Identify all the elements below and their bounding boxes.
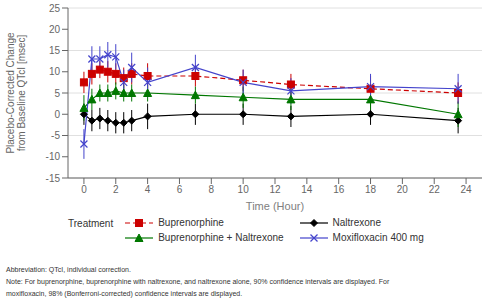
svg-text:25: 25 [49,3,61,14]
html-text:Abbreviation: QTcI, individual: Abbreviation: QTcI, individual correctio… [6,266,131,273]
svg-text:10: 10 [49,66,61,77]
html-text:Naltrexone: Naltrexone [332,217,381,228]
svg-text:-15: -15 [46,173,61,184]
svg-text:16: 16 [333,184,345,195]
svg-text:20: 20 [397,184,409,195]
svg-text:20: 20 [49,24,61,35]
svg-text:4: 4 [145,184,151,195]
svg-text:15: 15 [49,45,61,56]
html-text:Note: For buprenorphine, bupre: Note: For buprenorphine, buprenorphine w… [6,278,390,285]
svg-text:2: 2 [113,184,119,195]
svg-text:5: 5 [54,88,60,99]
svg-text:22: 22 [429,184,441,195]
svg-text:6: 6 [177,184,183,195]
svg-text:14: 14 [301,184,313,195]
html-text:Treatment: Treatment [68,218,114,229]
svg-text:24: 24 [461,184,473,195]
svg-text:Time (Hour): Time (Hour) [246,200,304,212]
svg-text:18: 18 [365,184,377,195]
svg-text:-5: -5 [51,130,60,141]
html-text:Moxifloxacin 400 mg: Moxifloxacin 400 mg [332,232,424,243]
svg-text:10: 10 [238,184,250,195]
html-text:Buprenorphine + Naltrexone: Buprenorphine + Naltrexone [158,232,284,243]
svg-text:0: 0 [54,109,60,120]
svg-text:12: 12 [269,184,281,195]
svg-text:Placebo-Corrected Changefrom B: Placebo-Corrected Changefrom Baseline QT… [8,32,27,154]
html-text:Buprenorphine: Buprenorphine [158,217,224,228]
svg-text:0: 0 [81,184,87,195]
svg-text:-10: -10 [46,151,61,162]
html-text:moxifloxacin, 98% (Bonferroni-: moxifloxacin, 98% (Bonferroni-corrected)… [6,290,243,297]
svg-text:8: 8 [209,184,215,195]
